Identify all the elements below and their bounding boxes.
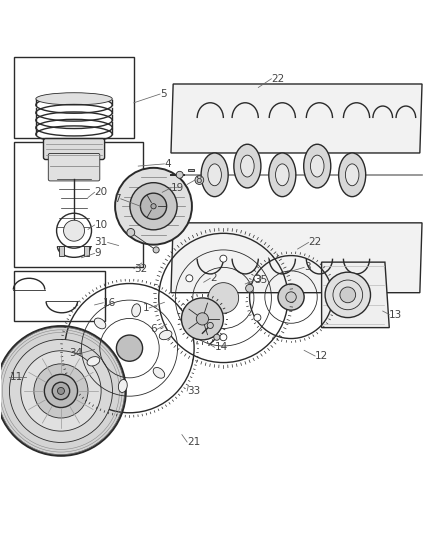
Circle shape — [117, 335, 143, 361]
Text: 35: 35 — [254, 276, 267, 286]
Bar — [14, 57, 134, 138]
Text: 3: 3 — [304, 262, 311, 272]
Ellipse shape — [94, 318, 106, 329]
Circle shape — [278, 284, 304, 310]
FancyBboxPatch shape — [48, 154, 100, 181]
Text: 9: 9 — [95, 248, 101, 259]
Text: 2: 2 — [210, 273, 217, 283]
Circle shape — [254, 314, 261, 321]
Text: 19: 19 — [171, 183, 184, 193]
Bar — [14, 271, 106, 321]
Circle shape — [181, 298, 223, 340]
Polygon shape — [171, 84, 422, 153]
Text: 31: 31 — [95, 238, 108, 247]
Ellipse shape — [132, 304, 141, 317]
Text: 14: 14 — [215, 342, 228, 352]
Text: 32: 32 — [134, 264, 147, 273]
Circle shape — [220, 255, 227, 262]
Ellipse shape — [201, 153, 228, 197]
Circle shape — [64, 220, 85, 241]
Circle shape — [130, 183, 177, 230]
Circle shape — [340, 287, 356, 303]
Polygon shape — [321, 262, 389, 328]
Circle shape — [207, 322, 213, 328]
Circle shape — [186, 314, 193, 321]
Text: 22: 22 — [272, 74, 285, 84]
Bar — [188, 169, 194, 171]
Circle shape — [220, 334, 227, 341]
Circle shape — [127, 229, 135, 236]
Text: 8: 8 — [195, 175, 201, 185]
Text: 6: 6 — [150, 325, 157, 334]
Ellipse shape — [0, 326, 126, 456]
Ellipse shape — [159, 330, 172, 340]
Circle shape — [214, 334, 220, 340]
Circle shape — [325, 272, 371, 318]
Bar — [84, 246, 89, 256]
Circle shape — [21, 351, 101, 431]
Ellipse shape — [311, 155, 324, 177]
Text: 34: 34 — [69, 348, 82, 358]
Text: 33: 33 — [187, 386, 200, 396]
Ellipse shape — [87, 357, 100, 366]
Text: 13: 13 — [389, 310, 403, 319]
Circle shape — [208, 282, 239, 313]
Circle shape — [115, 168, 192, 245]
Circle shape — [254, 275, 261, 282]
Text: 16: 16 — [103, 298, 117, 308]
Circle shape — [151, 204, 156, 209]
Text: 7: 7 — [114, 194, 121, 204]
Text: 21: 21 — [187, 437, 200, 447]
Ellipse shape — [276, 164, 289, 185]
Circle shape — [196, 313, 208, 325]
Circle shape — [52, 382, 70, 400]
Text: 12: 12 — [315, 351, 328, 361]
Text: 5: 5 — [160, 89, 167, 99]
Ellipse shape — [240, 155, 254, 177]
Text: 20: 20 — [95, 187, 108, 197]
Bar — [14, 142, 143, 266]
Circle shape — [44, 374, 78, 408]
Circle shape — [246, 285, 254, 292]
Circle shape — [286, 292, 296, 302]
Circle shape — [10, 340, 113, 442]
Ellipse shape — [208, 164, 221, 185]
Circle shape — [34, 364, 88, 418]
Ellipse shape — [36, 93, 112, 105]
Circle shape — [195, 176, 204, 184]
Text: 4: 4 — [164, 159, 171, 169]
Ellipse shape — [304, 144, 331, 188]
FancyBboxPatch shape — [43, 139, 105, 159]
Circle shape — [176, 171, 183, 179]
Text: 11: 11 — [10, 372, 23, 382]
Ellipse shape — [153, 367, 165, 378]
Bar — [59, 246, 64, 256]
Ellipse shape — [118, 379, 127, 392]
Circle shape — [153, 247, 159, 253]
Text: 22: 22 — [308, 238, 322, 247]
Ellipse shape — [269, 153, 296, 197]
Ellipse shape — [339, 153, 366, 197]
Text: 1: 1 — [142, 303, 149, 313]
Ellipse shape — [346, 164, 359, 185]
Text: 10: 10 — [95, 220, 108, 230]
Circle shape — [57, 387, 64, 394]
Polygon shape — [171, 223, 422, 293]
Circle shape — [141, 193, 166, 220]
Ellipse shape — [234, 144, 261, 188]
Circle shape — [186, 275, 193, 282]
